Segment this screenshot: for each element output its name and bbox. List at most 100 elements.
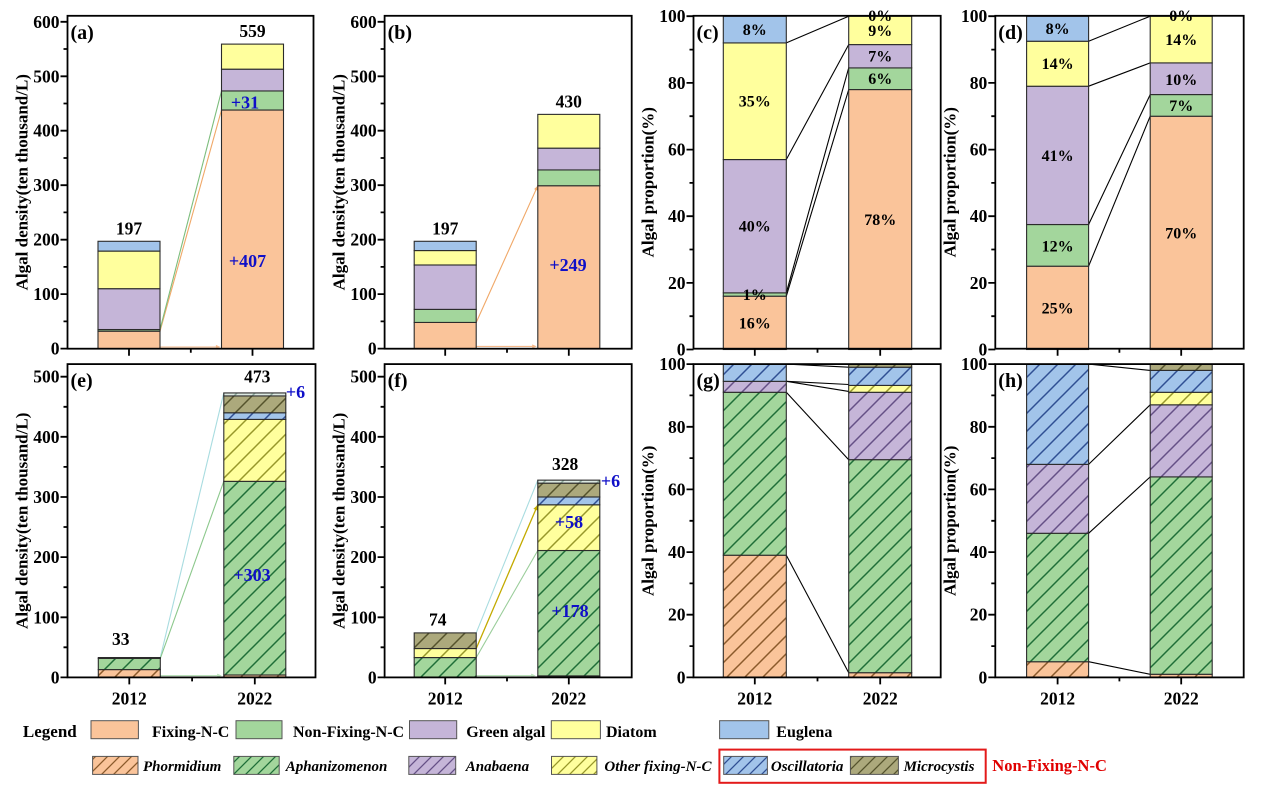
svg-text:33: 33 xyxy=(112,629,130,649)
svg-text:(e): (e) xyxy=(71,370,93,392)
svg-text:60: 60 xyxy=(668,479,686,499)
svg-text:10%: 10% xyxy=(1165,72,1197,89)
svg-text:2022: 2022 xyxy=(1164,688,1199,708)
svg-text:500: 500 xyxy=(350,367,377,387)
svg-text:78%: 78% xyxy=(864,212,896,229)
svg-text:Fixing-N-C: Fixing-N-C xyxy=(152,724,229,741)
svg-text:100: 100 xyxy=(350,607,377,627)
svg-text:0: 0 xyxy=(368,667,377,687)
svg-text:20: 20 xyxy=(970,273,988,293)
svg-text:Algal density(ten thousand/L): Algal density(ten thousand/L) xyxy=(13,413,32,629)
svg-text:100: 100 xyxy=(33,284,60,304)
svg-text:2012: 2012 xyxy=(112,688,147,708)
svg-text:Anabaena: Anabaena xyxy=(465,759,530,775)
svg-text:7%: 7% xyxy=(1169,98,1193,115)
svg-text:Non-Fixing-N-C: Non-Fixing-N-C xyxy=(992,756,1107,775)
svg-text:8%: 8% xyxy=(1046,21,1070,38)
svg-text:300: 300 xyxy=(350,175,377,195)
svg-text:Diatom: Diatom xyxy=(606,724,657,741)
svg-text:40: 40 xyxy=(668,542,686,562)
svg-text:500: 500 xyxy=(33,66,60,86)
svg-text:400: 400 xyxy=(350,427,377,447)
svg-text:100: 100 xyxy=(961,354,988,374)
svg-text:+249: +249 xyxy=(549,255,586,275)
svg-text:74: 74 xyxy=(429,609,447,629)
svg-text:2022: 2022 xyxy=(863,688,898,708)
svg-text:Aphanizomenon: Aphanizomenon xyxy=(285,759,388,775)
svg-text:600: 600 xyxy=(33,12,60,32)
svg-text:430: 430 xyxy=(556,91,583,111)
svg-text:9%: 9% xyxy=(868,23,892,40)
svg-text:16%: 16% xyxy=(739,315,771,332)
svg-text:35%: 35% xyxy=(739,94,771,111)
svg-text:197: 197 xyxy=(116,218,143,238)
svg-text:2022: 2022 xyxy=(237,688,272,708)
svg-text:600: 600 xyxy=(350,12,377,32)
svg-text:400: 400 xyxy=(33,427,60,447)
svg-text:60: 60 xyxy=(970,479,988,499)
svg-text:80: 80 xyxy=(668,417,686,437)
svg-text:40: 40 xyxy=(970,206,988,226)
svg-text:80: 80 xyxy=(970,417,988,437)
svg-text:Algal proportion(%): Algal proportion(%) xyxy=(940,107,959,257)
svg-text:Algal proportion(%): Algal proportion(%) xyxy=(639,107,658,257)
svg-text:20: 20 xyxy=(668,605,686,625)
svg-text:0: 0 xyxy=(677,667,686,687)
svg-text:Oscillatoria: Oscillatoria xyxy=(771,759,844,775)
svg-text:Microcystis: Microcystis xyxy=(903,759,975,775)
svg-text:(h): (h) xyxy=(998,370,1022,392)
svg-text:Other fixing-N-C: Other fixing-N-C xyxy=(604,759,712,775)
svg-text:+6: +6 xyxy=(286,382,305,402)
svg-text:500: 500 xyxy=(350,66,377,86)
svg-text:40%: 40% xyxy=(739,219,771,236)
svg-text:Legend: Legend xyxy=(23,722,77,741)
svg-text:14%: 14% xyxy=(1042,56,1074,73)
svg-text:Algal proportion(%): Algal proportion(%) xyxy=(940,446,959,596)
svg-text:200: 200 xyxy=(33,230,60,250)
svg-text:2012: 2012 xyxy=(1040,688,1075,708)
svg-text:2012: 2012 xyxy=(428,688,463,708)
svg-text:41%: 41% xyxy=(1042,148,1074,165)
svg-text:328: 328 xyxy=(552,454,579,474)
svg-text:Algal density(ten thousand/L): Algal density(ten thousand/L) xyxy=(330,74,349,290)
svg-text:Phormidium: Phormidium xyxy=(143,759,221,775)
svg-text:14%: 14% xyxy=(1165,32,1197,49)
svg-text:300: 300 xyxy=(350,487,377,507)
svg-text:100: 100 xyxy=(961,6,988,26)
svg-text:200: 200 xyxy=(33,547,60,567)
svg-text:0%: 0% xyxy=(868,8,892,25)
svg-text:100: 100 xyxy=(33,607,60,627)
svg-text:2022: 2022 xyxy=(551,688,586,708)
svg-text:0: 0 xyxy=(51,667,60,687)
svg-text:(c): (c) xyxy=(697,22,719,44)
svg-text:25%: 25% xyxy=(1042,300,1074,317)
svg-text:(f): (f) xyxy=(388,370,408,392)
svg-text:70%: 70% xyxy=(1165,225,1197,242)
svg-text:7%: 7% xyxy=(868,49,892,66)
svg-text:12%: 12% xyxy=(1042,239,1074,256)
svg-text:100: 100 xyxy=(659,6,686,26)
svg-text:0: 0 xyxy=(677,340,686,360)
svg-text:0: 0 xyxy=(51,339,60,359)
svg-text:+6: +6 xyxy=(601,471,620,491)
svg-text:+303: +303 xyxy=(233,565,270,585)
svg-text:559: 559 xyxy=(239,21,266,41)
svg-text:60: 60 xyxy=(970,140,988,160)
svg-text:Non-Fixing-N-C: Non-Fixing-N-C xyxy=(293,724,404,741)
svg-text:Algal proportion(%): Algal proportion(%) xyxy=(639,446,658,596)
svg-text:+407: +407 xyxy=(229,251,266,271)
svg-text:100: 100 xyxy=(659,354,686,374)
svg-text:(d): (d) xyxy=(998,22,1022,44)
svg-text:(g): (g) xyxy=(697,370,720,392)
svg-text:80: 80 xyxy=(970,73,988,93)
svg-text:6%: 6% xyxy=(868,71,892,88)
svg-text:0%: 0% xyxy=(1169,8,1193,25)
svg-text:473: 473 xyxy=(244,367,271,387)
svg-text:0: 0 xyxy=(368,339,377,359)
svg-text:+178: +178 xyxy=(551,601,588,621)
svg-text:1%: 1% xyxy=(743,287,767,304)
svg-text:40: 40 xyxy=(668,206,686,226)
svg-text:Euglena: Euglena xyxy=(776,724,832,741)
svg-text:400: 400 xyxy=(33,121,60,141)
svg-text:300: 300 xyxy=(33,487,60,507)
